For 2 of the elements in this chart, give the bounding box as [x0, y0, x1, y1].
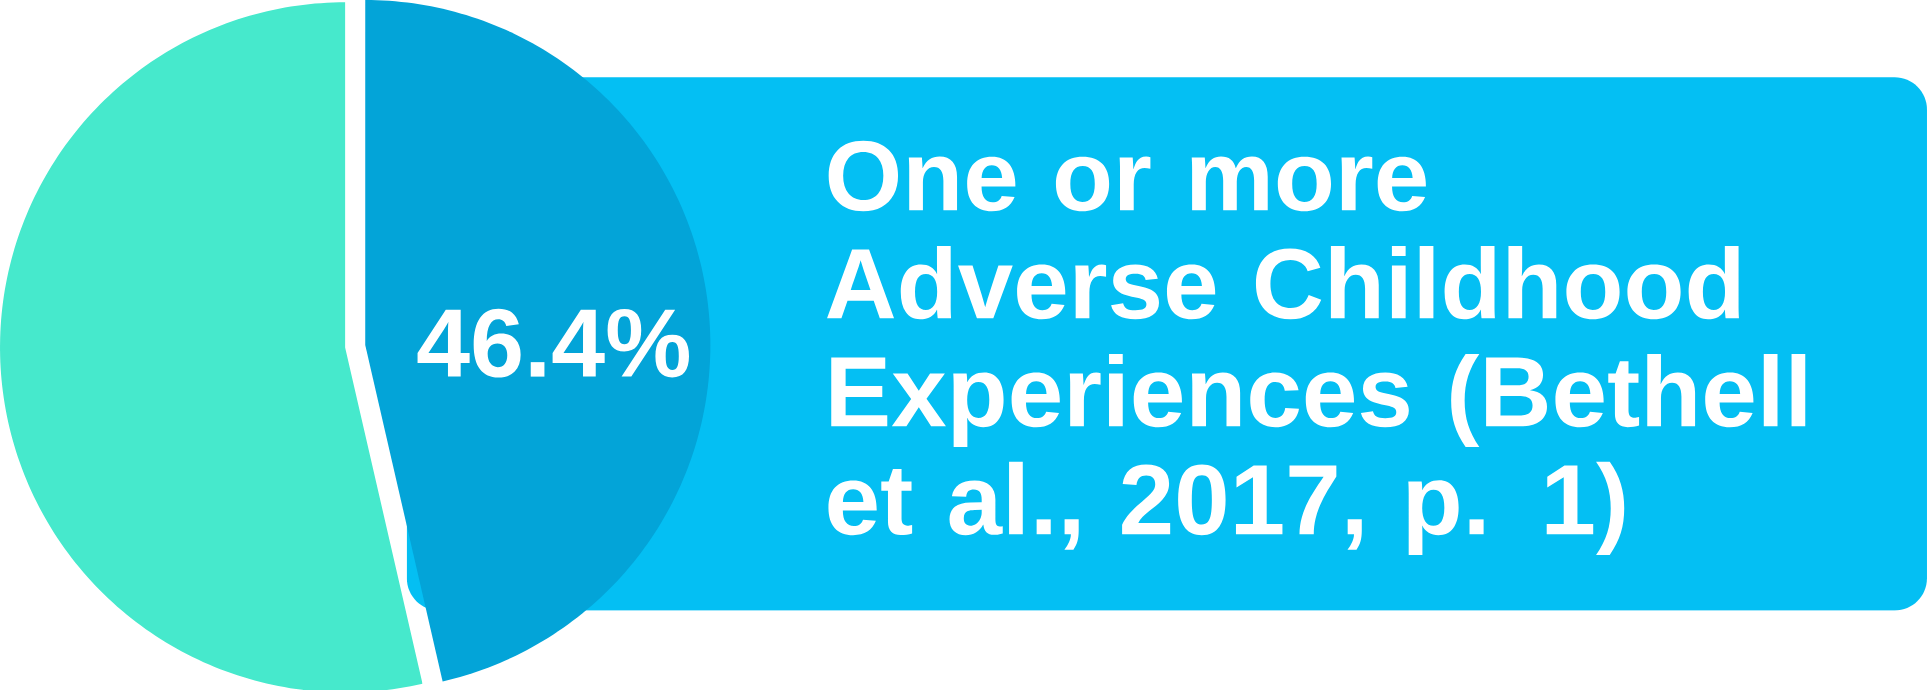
text: One or more Adverse Childhood Experiences (Bethell et al., 2017, p. 1): [827, 140, 1806, 555]
data-label: 46.4%: [417, 308, 689, 378]
